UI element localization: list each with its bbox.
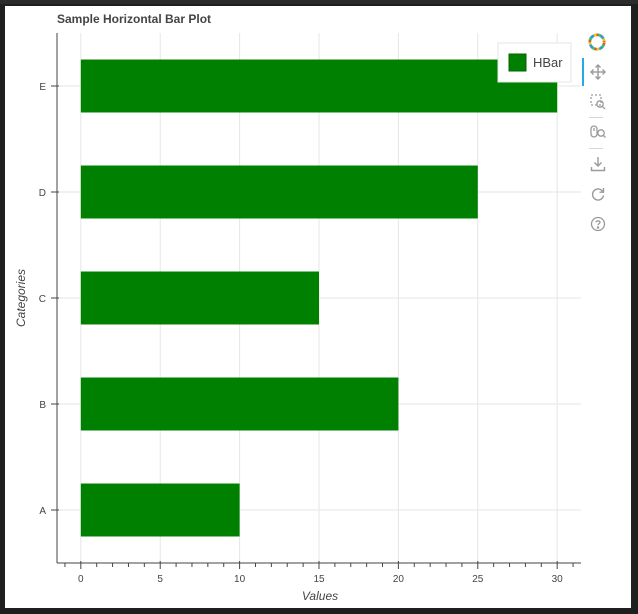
y-axis-label: Categories xyxy=(14,269,28,327)
bar-D xyxy=(80,165,478,219)
x-tick-label: 5 xyxy=(157,574,163,585)
y-tick-label: D xyxy=(39,188,46,199)
bar-A xyxy=(80,483,240,537)
reset-icon[interactable] xyxy=(589,185,607,203)
bar-C xyxy=(80,271,320,325)
plot-title: Sample Horizontal Bar Plot xyxy=(57,12,212,26)
x-tick-label: 25 xyxy=(472,574,484,585)
active-tool-indicator xyxy=(582,58,584,86)
wheel-zoom-icon[interactable] xyxy=(589,123,607,141)
bar-series xyxy=(80,59,558,537)
y-tick-label: E xyxy=(39,82,46,93)
bar-B xyxy=(80,377,399,431)
y-tick-label: B xyxy=(39,400,46,411)
x-tick-label: 30 xyxy=(552,574,564,585)
y-tick-label: A xyxy=(39,506,46,517)
bokeh-logo-icon[interactable] xyxy=(588,33,606,51)
toolbar-separator xyxy=(589,117,603,118)
axes: 0 5 10 15 20 25 30 A B C D E xyxy=(39,33,581,585)
save-icon[interactable] xyxy=(589,155,607,173)
x-tick-label: 0 xyxy=(78,574,84,585)
bar-E xyxy=(80,59,558,113)
x-tick-label: 10 xyxy=(234,574,246,585)
legend: HBar xyxy=(497,42,572,83)
toolbar-separator xyxy=(589,148,603,149)
legend-label: HBar xyxy=(533,55,563,70)
x-tick-label: 20 xyxy=(393,574,405,585)
x-tick-label: 15 xyxy=(313,574,325,585)
x-axis-label: Values xyxy=(302,589,338,603)
help-icon[interactable] xyxy=(589,215,607,233)
box-zoom-icon[interactable] xyxy=(589,93,607,111)
pan-icon[interactable] xyxy=(589,63,607,81)
legend-swatch xyxy=(508,53,527,72)
window-top-strip xyxy=(0,0,638,4)
y-tick-label: C xyxy=(39,294,46,305)
